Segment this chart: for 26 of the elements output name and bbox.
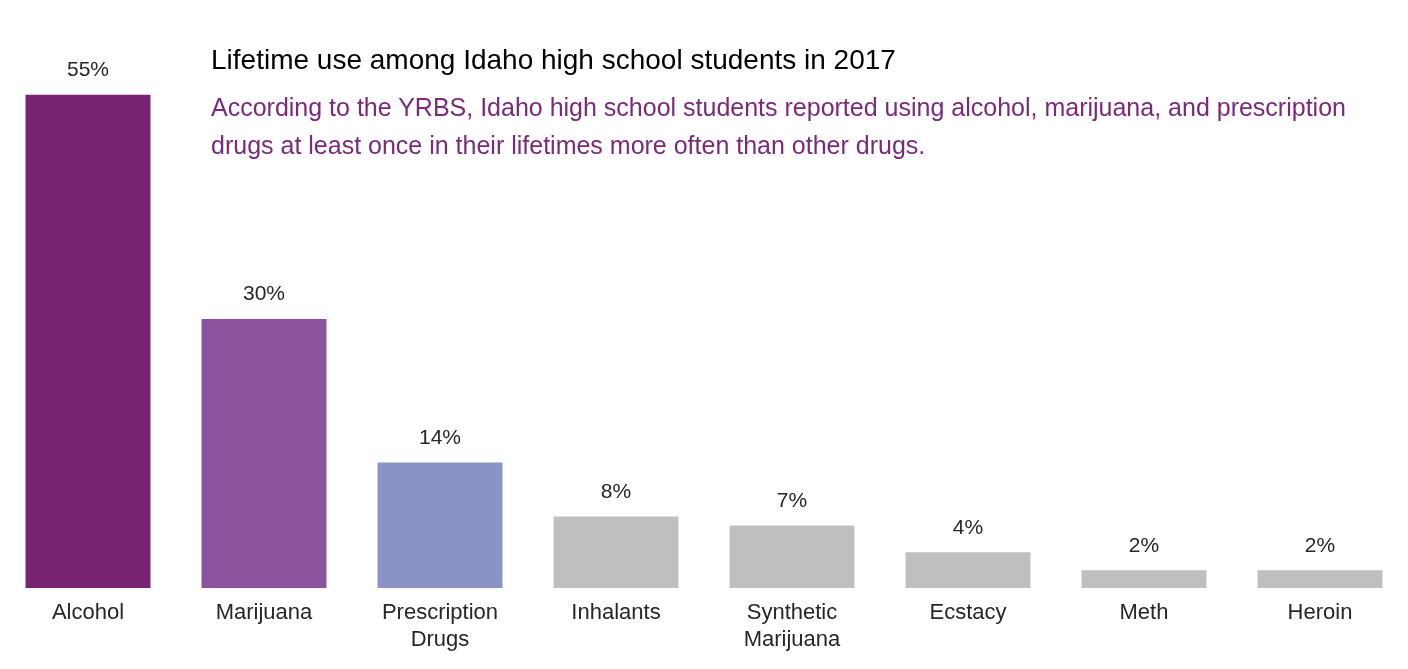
data-label: 55%	[66, 57, 110, 81]
data-label: 14%	[418, 424, 462, 448]
bar	[201, 319, 327, 589]
x-tick-label: Marijuana	[215, 599, 314, 625]
x-tick-label: Heroin	[1287, 599, 1353, 625]
bar	[729, 525, 855, 589]
data-label: 30%	[242, 281, 286, 305]
data-label: 4%	[952, 514, 984, 538]
bar	[1257, 570, 1383, 589]
x-tick-label: Ecstacy	[929, 599, 1007, 625]
bar	[905, 552, 1031, 589]
bar	[377, 462, 503, 589]
bar	[25, 94, 151, 589]
x-tick-label: Alcohol	[51, 599, 125, 625]
data-label: 7%	[776, 487, 808, 511]
x-tick-label: Meth	[1119, 599, 1169, 625]
x-tick-label: Inhalants	[571, 599, 661, 625]
data-label: 2%	[1304, 532, 1336, 556]
data-label: 8%	[600, 478, 632, 502]
data-label: 2%	[1128, 532, 1160, 556]
x-tick-label: Prescription Drugs	[381, 599, 499, 651]
bar	[553, 516, 679, 589]
bar	[1081, 570, 1207, 589]
text: According to the YRBS, Idaho high school students reported using alcohol, marijuana, and prescription drugs at least once in their lifetimes more often than other drugs.	[211, 92, 1347, 161]
x-tick-label: Synthetic Marijuana	[743, 599, 842, 651]
chart-title: Lifetime use among Idaho high school students in 2017	[211, 44, 896, 76]
